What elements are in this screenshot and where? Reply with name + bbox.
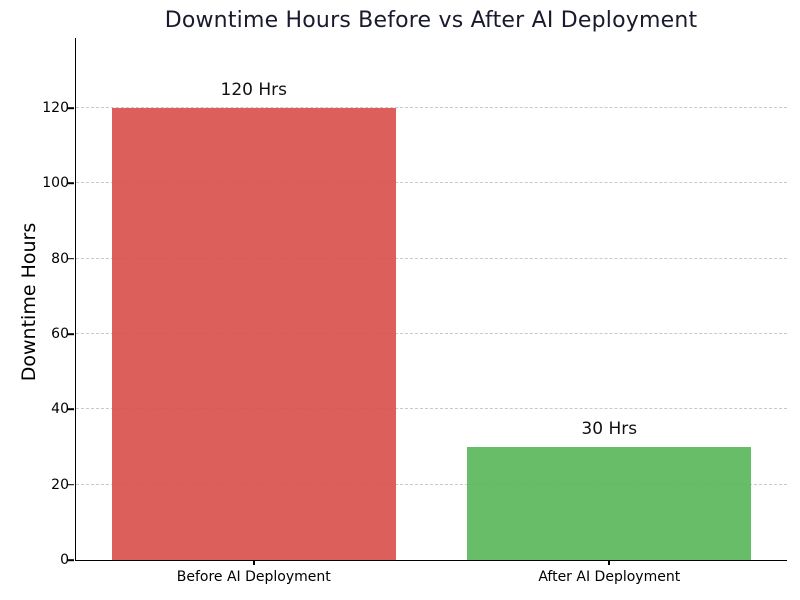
y-tick-label: 80 <box>51 250 69 267</box>
chart-title: Downtime Hours Before vs After AI Deploy… <box>164 8 698 33</box>
y-tick-mark <box>67 333 74 335</box>
x-tick-mark <box>252 560 255 565</box>
y-tick-mark <box>67 257 74 260</box>
bar <box>467 447 752 560</box>
y-tick-label: 120 <box>42 100 69 117</box>
gridline <box>76 333 787 335</box>
y-tick-label: 40 <box>51 401 69 418</box>
y-tick-mark <box>67 559 74 561</box>
y-tick-label: 20 <box>51 476 69 493</box>
gridline <box>76 257 787 259</box>
y-tick-mark <box>67 182 74 185</box>
y-tick-label: 100 <box>42 175 69 192</box>
bar-value-label: 120 Hrs <box>220 80 287 101</box>
bar <box>111 108 396 560</box>
plot-area: 120 Hrs 30 Hrs 0 20 40 60 80 100 120 Before AI … <box>42 38 787 585</box>
y-axis-label: Downtime Hours <box>18 222 40 382</box>
y-tick-mark <box>67 107 74 109</box>
x-tick-label: After AI Deployment <box>538 569 681 585</box>
y-tick-mark <box>67 408 74 411</box>
gridline <box>76 182 787 184</box>
bar-value-label: 30 Hrs <box>581 419 638 440</box>
gridline <box>76 107 787 109</box>
x-tick-mark <box>608 560 611 565</box>
y-tick-mark <box>67 483 74 486</box>
y-tick-label: 60 <box>51 326 69 343</box>
y-tick-label: 0 <box>60 552 69 568</box>
gridline <box>76 408 787 410</box>
gridline <box>76 483 787 485</box>
x-tick-label: Before AI Deployment <box>176 569 331 585</box>
